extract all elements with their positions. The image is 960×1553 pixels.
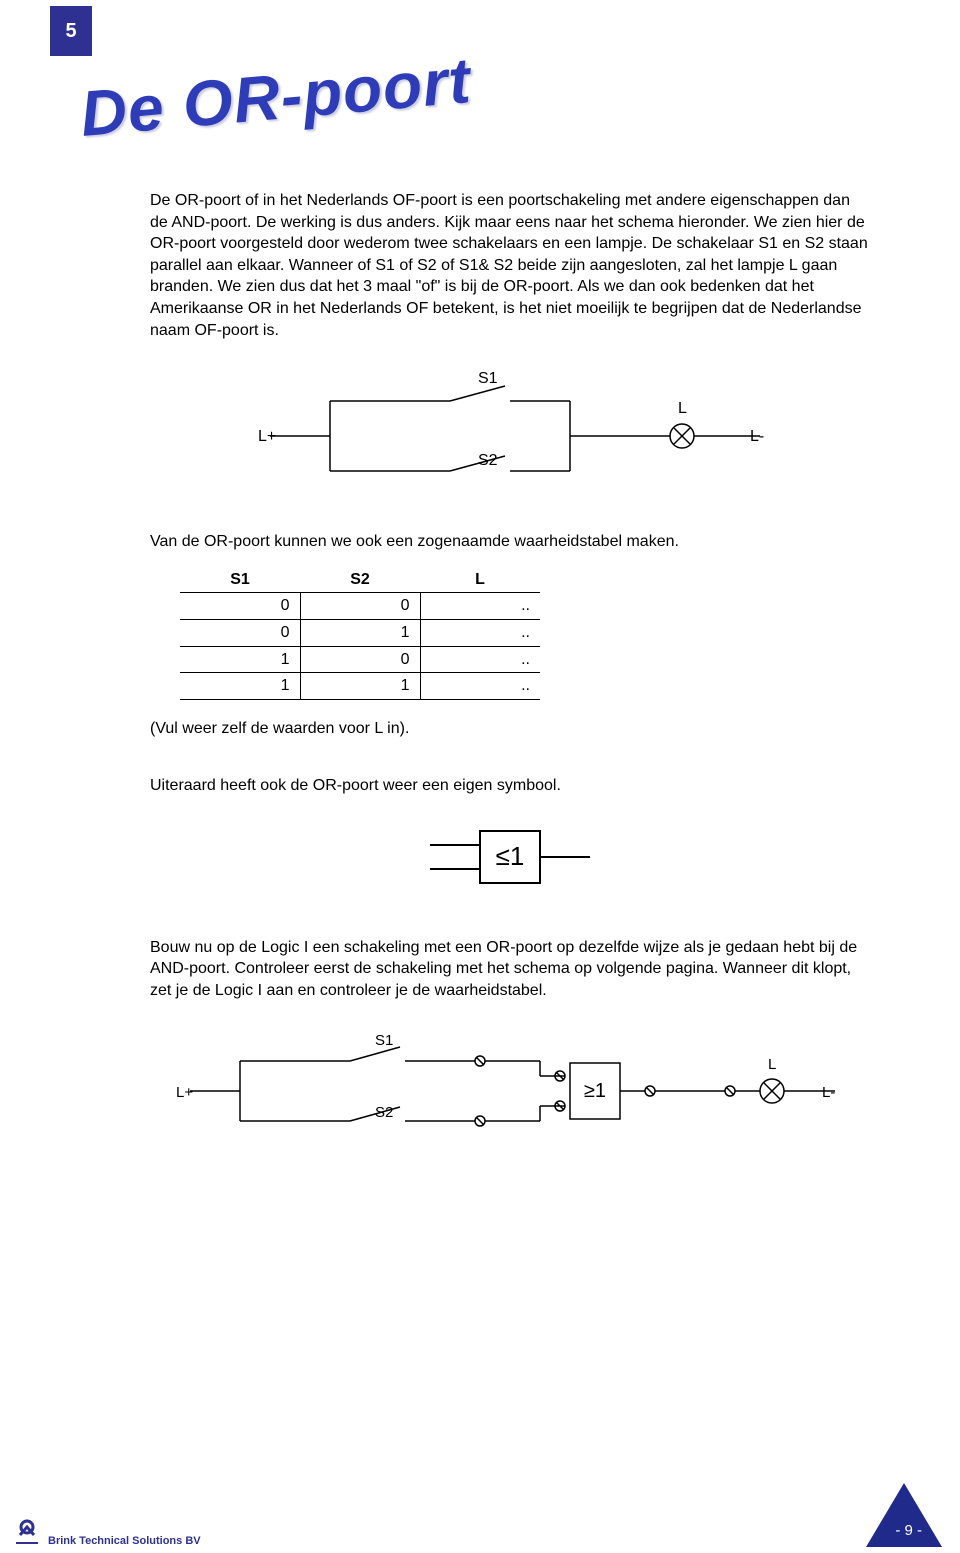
th-l: L — [420, 567, 540, 593]
label-lplus-2: L+ — [176, 1084, 193, 1101]
paragraph-build: Bouw nu op de Logic I een schakeling met… — [150, 937, 870, 1002]
circuit-diagram-2: L+ S1 S2 ≥1 L L- — [150, 1021, 870, 1141]
table-row: 1 0 .. — [180, 646, 540, 673]
footer-page-number: - 9 - — [895, 1522, 922, 1539]
label-s2: S2 — [478, 452, 498, 469]
content-area: De OR-poort of in het Nederlands OF-poor… — [150, 190, 870, 1161]
page-title: De OR-poort — [78, 43, 474, 151]
label-lplus: L+ — [258, 428, 276, 445]
table-row: 0 0 .. — [180, 593, 540, 620]
gate-label-2: ≥1 — [584, 1080, 606, 1102]
chapter-number: 5 — [65, 20, 76, 43]
label-s1: S1 — [478, 370, 498, 387]
paragraph-symbol-intro: Uiteraard heeft ook de OR-poort weer een… — [150, 775, 870, 797]
footer-logo: Brink Technical Solutions BV — [12, 1517, 201, 1547]
label-lamp: L — [678, 400, 687, 417]
paragraph-fill-in: (Vul weer zelf de waarden voor L in). — [150, 718, 870, 740]
footer-company-name: Brink Technical Solutions BV — [48, 1535, 201, 1547]
th-s2: S2 — [300, 567, 420, 593]
th-s1: S1 — [180, 567, 300, 593]
table-row: 0 1 .. — [180, 619, 540, 646]
chapter-number-tab: 5 — [50, 6, 92, 56]
page-footer: Brink Technical Solutions BV - 9 - — [0, 1477, 960, 1547]
paragraph-intro: De OR-poort of in het Nederlands OF-poor… — [150, 190, 870, 341]
label-lamp-2: L — [768, 1056, 776, 1073]
company-logo-icon — [12, 1517, 42, 1547]
table-row: 1 1 .. — [180, 673, 540, 700]
or-gate-symbol: ≤1 — [150, 817, 870, 897]
label-lminus-2: L- — [822, 1084, 835, 1101]
truth-table: S1 S2 L 0 0 .. 0 1 .. 1 0 .. 1 1 .. — [180, 567, 540, 700]
label-s2-2: S2 — [375, 1104, 393, 1121]
gate-label: ≤1 — [496, 841, 525, 871]
circuit-diagram-1: L+ S1 S2 L L- — [150, 361, 870, 491]
paragraph-truth-intro: Van de OR-poort kunnen we ook een zogena… — [150, 531, 870, 553]
table-header-row: S1 S2 L — [180, 567, 540, 593]
label-s1-2: S1 — [375, 1032, 393, 1049]
label-lminus: L- — [750, 428, 764, 445]
